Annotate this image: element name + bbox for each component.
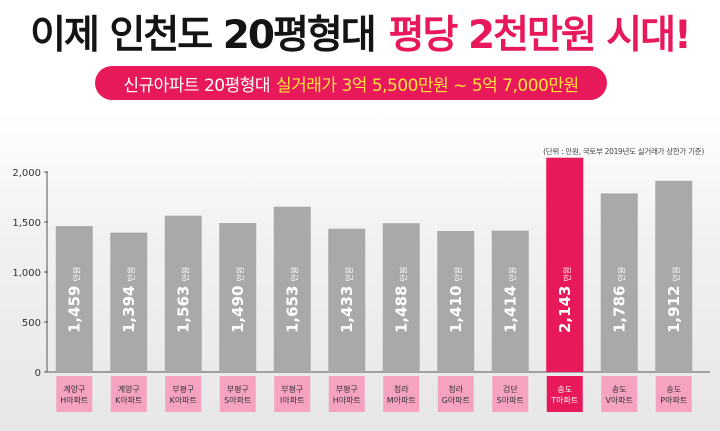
bar-value-label: 1,410 만원 xyxy=(447,267,465,333)
category-label-box xyxy=(601,376,638,412)
bar xyxy=(273,206,311,372)
bar-value-unit: 만원 xyxy=(127,267,136,282)
category-label-line2: I아파트 xyxy=(280,395,304,405)
bar xyxy=(55,226,93,372)
category-label-line2: T아파트 xyxy=(550,395,578,405)
category-label-line1: 계양구 xyxy=(63,384,85,394)
bar-value-label: 1,912 만원 xyxy=(665,267,683,333)
bar xyxy=(110,232,148,372)
y-tick-label: 1,000 xyxy=(12,268,41,279)
category-label-line2: G아파트 xyxy=(442,395,470,405)
bar-value-number: 2,143 xyxy=(556,286,574,333)
category-label-box xyxy=(328,376,365,412)
bar-value-unit: 만원 xyxy=(563,267,572,282)
bar-value-unit: 만원 xyxy=(508,267,517,282)
bar-value-label: 1,459 만원 xyxy=(65,267,83,333)
bar-value-label: 1,786 만원 xyxy=(610,267,628,333)
bar-value-unit: 만원 xyxy=(236,267,245,282)
category-label-line1: 송도 xyxy=(666,385,681,394)
y-tick-label: 1,500 xyxy=(12,218,41,229)
bar xyxy=(655,180,693,372)
bar-value-label: 1,563 만원 xyxy=(174,267,192,333)
bar-value-unit: 만원 xyxy=(672,267,681,282)
bar xyxy=(600,193,638,372)
category-label-box xyxy=(546,376,583,412)
category-label-line1: 부평구 xyxy=(172,384,194,394)
category-label-box xyxy=(219,376,256,412)
category-label-box xyxy=(383,376,420,412)
category-label-line1: 계양구 xyxy=(118,384,140,394)
category-label-line1: 부평구 xyxy=(227,384,249,394)
bar-value-number: 1,414 xyxy=(501,286,519,333)
bar-value-unit: 만원 xyxy=(72,267,81,282)
bar-value-label: 2,143 만원 xyxy=(556,267,574,333)
category-label-line2: S아파트 xyxy=(497,395,524,405)
bar-value-label: 1,394 만원 xyxy=(120,267,138,333)
category-label-box xyxy=(655,376,692,412)
category-label-line2: M아파트 xyxy=(387,395,416,405)
category-label-line2: V아파트 xyxy=(605,395,633,405)
bar xyxy=(437,231,475,372)
bar-value-number: 1,653 xyxy=(283,286,301,333)
bar xyxy=(382,223,420,372)
headline-accent: 평당 2천만원 시대! xyxy=(388,13,692,58)
bar xyxy=(328,228,366,372)
bar-value-number: 1,786 xyxy=(610,286,628,333)
y-tick-label: 2,000 xyxy=(12,168,41,179)
category-label-box xyxy=(56,376,93,412)
category-label-line2: S아파트 xyxy=(224,395,251,405)
category-label-box xyxy=(274,376,311,412)
category-label-box xyxy=(165,376,202,412)
y-tick-label: 500 xyxy=(22,318,41,329)
subheadline-main: 신규아파트 20평형대 xyxy=(123,75,270,96)
bar xyxy=(491,230,529,372)
category-label-line2: H아파트 xyxy=(60,395,88,405)
subheadline-accent: 실거래가 3억 5,500만원 ~ 5억 7,000만원 xyxy=(276,75,579,96)
category-label-line1: 송도 xyxy=(557,385,572,394)
bar xyxy=(546,157,584,372)
bar-value-number: 1,490 xyxy=(229,286,247,333)
bar-value-label: 1,490 만원 xyxy=(229,267,247,333)
category-label-line1: 검단 xyxy=(503,384,518,394)
category-label-line2: P아파트 xyxy=(660,395,687,405)
category-label-line1: 송도 xyxy=(612,385,627,394)
category-label-line1: 청라 xyxy=(394,385,409,394)
category-label-line1: 부평구 xyxy=(281,384,303,394)
bar-value-unit: 만원 xyxy=(290,267,299,282)
category-label-line1: 청라 xyxy=(448,385,463,394)
y-tick-label: 0 xyxy=(35,368,41,379)
category-label-box xyxy=(437,376,474,412)
bar-value-label: 1,414 만원 xyxy=(501,267,519,333)
bar-value-number: 1,433 xyxy=(338,286,356,333)
bar-value-number: 1,563 xyxy=(174,286,192,333)
bar-value-unit: 만원 xyxy=(181,267,190,282)
bar xyxy=(164,215,202,372)
bar xyxy=(219,223,257,372)
category-label-box xyxy=(492,376,529,412)
bar-value-number: 1,459 xyxy=(65,286,83,333)
category-label-line2: K아파트 xyxy=(170,395,197,405)
bar-value-unit: 만원 xyxy=(454,267,463,282)
bar-value-number: 1,912 xyxy=(665,286,683,333)
unit-note: (단위 : 만원, 국토부 2019년도 실거래가 상한가 기준) xyxy=(543,147,704,156)
bar-value-label: 1,488 만원 xyxy=(392,267,410,333)
bar-value-label: 1,653 만원 xyxy=(283,267,301,333)
category-label-box xyxy=(110,376,147,412)
bar-value-number: 1,410 xyxy=(447,286,465,333)
category-label-line1: 부평구 xyxy=(336,384,358,394)
bar-value-unit: 만원 xyxy=(345,267,354,282)
bar-value-unit: 만원 xyxy=(617,267,626,282)
headline: 이제 인천도 20평형대 평당 2천만원 시대! xyxy=(0,2,720,62)
category-label-line2: K아파트 xyxy=(115,395,142,405)
bar-value-number: 1,488 xyxy=(392,286,410,333)
headline-main: 이제 인천도 20평형대 xyxy=(30,13,376,58)
bar-value-unit: 만원 xyxy=(399,267,408,282)
category-label-line2: H아파트 xyxy=(333,395,361,405)
bar-value-number: 1,394 xyxy=(120,286,138,333)
subheadline-banner: 신규아파트 20평형대 실거래가 3억 5,500만원 ~ 5억 7,000만원 xyxy=(95,66,607,100)
bar-value-label: 1,433 만원 xyxy=(338,267,356,333)
